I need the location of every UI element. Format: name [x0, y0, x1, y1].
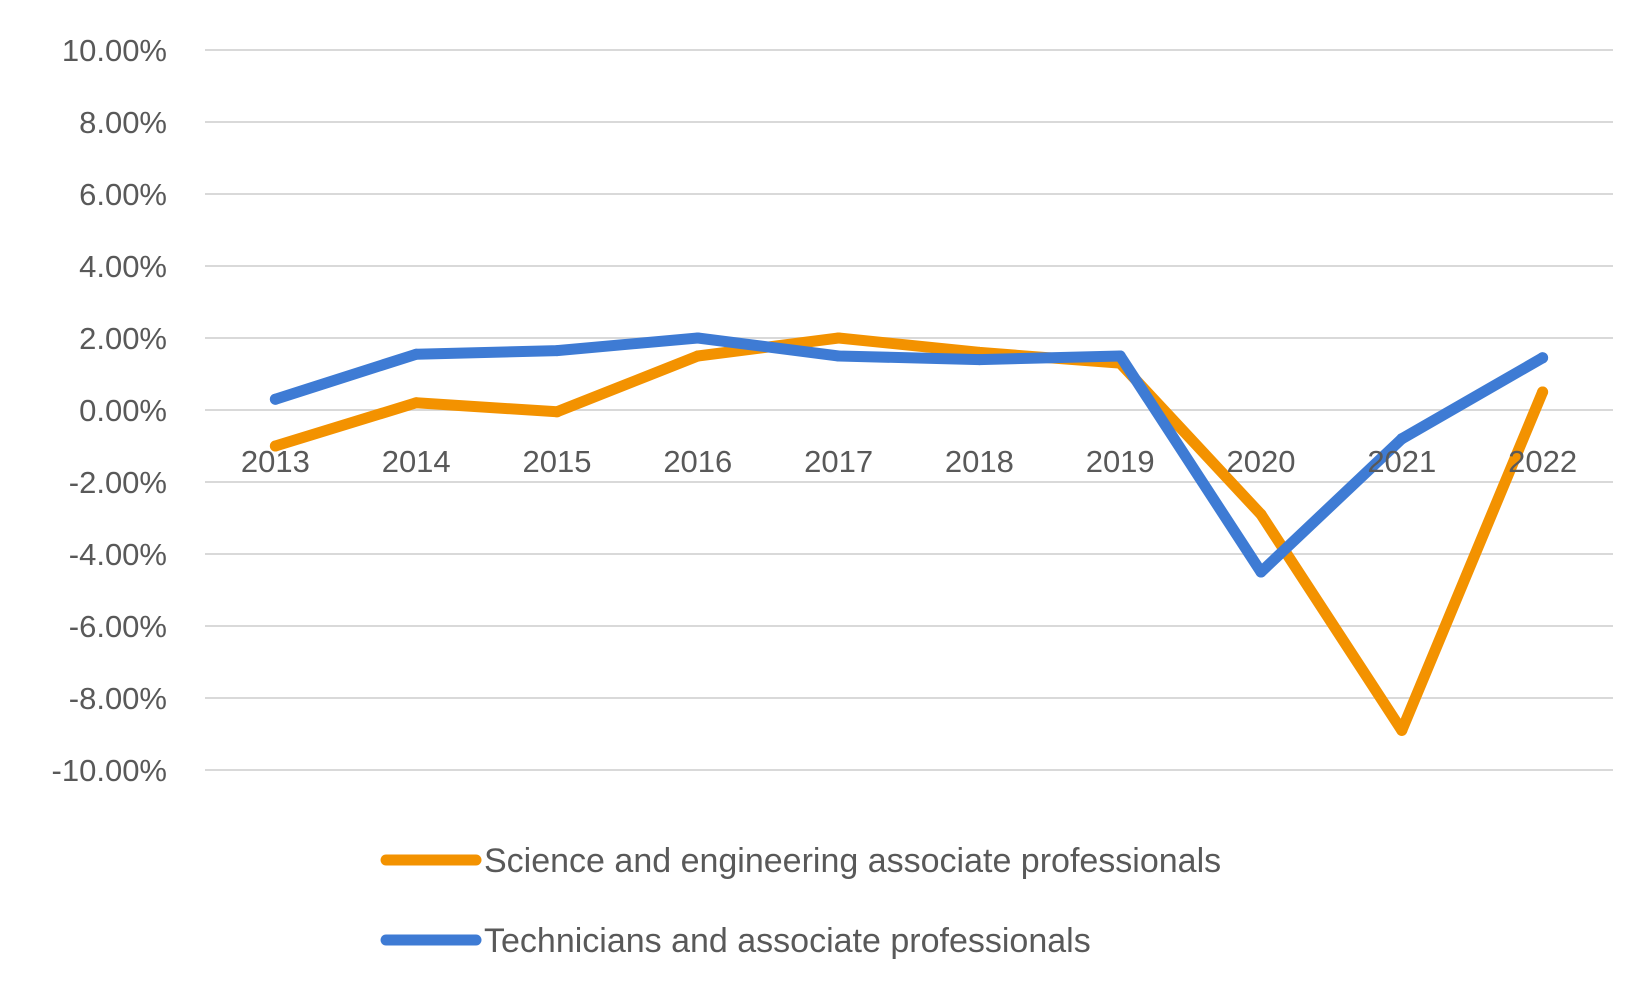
x-tick-label: 2015 — [523, 444, 592, 479]
x-tick-label: 2014 — [382, 444, 451, 479]
x-tick-label: 2017 — [804, 444, 873, 479]
y-tick-label: -10.00% — [52, 753, 167, 788]
y-tick-label: -2.00% — [69, 465, 167, 500]
data-point — [1114, 350, 1126, 362]
x-tick-label: 2020 — [1227, 444, 1296, 479]
data-point — [1255, 566, 1267, 578]
gridlines — [205, 49, 1613, 771]
data-point — [269, 440, 281, 452]
x-tick-label: 2013 — [241, 444, 310, 479]
y-tick-label: -6.00% — [69, 609, 167, 644]
y-tick-label: -4.00% — [69, 537, 167, 572]
legend-label: Science and engineering associate profes… — [484, 842, 1221, 880]
data-point — [269, 393, 281, 405]
data-point — [1537, 352, 1549, 364]
legend-label: Technicians and associate professionals — [484, 922, 1091, 960]
x-axis-tick-labels: 2013 2014 2015 2016 2017 2018 2019 2020 2021 2022 — [241, 444, 1577, 479]
data-point — [551, 406, 563, 418]
y-tick-label: 6.00% — [79, 177, 167, 212]
data-point — [551, 345, 563, 357]
x-tick-label: 2022 — [1508, 444, 1577, 479]
data-point — [1396, 433, 1408, 445]
data-point — [833, 350, 845, 362]
series-line-2 — [269, 332, 1549, 578]
y-tick-label: 0.00% — [79, 393, 167, 428]
data-point — [692, 332, 704, 344]
series-line-1 — [269, 332, 1549, 736]
data-point — [410, 348, 422, 360]
y-tick-label: 8.00% — [79, 105, 167, 140]
data-point — [973, 354, 985, 366]
data-point — [1537, 386, 1549, 398]
y-tick-label: 4.00% — [79, 249, 167, 284]
y-tick-label: 10.00% — [62, 33, 167, 68]
x-tick-label: 2019 — [1086, 444, 1155, 479]
y-axis-tick-labels: 10.00% 8.00% 6.00% 4.00% 2.00% 0.00% -2.00% -4.… — [52, 33, 167, 788]
x-tick-label: 2021 — [1367, 444, 1436, 479]
data-point — [410, 397, 422, 409]
x-tick-label: 2018 — [945, 444, 1014, 479]
data-point — [1396, 724, 1408, 736]
data-point — [692, 350, 704, 362]
legend: Science and engineering associate profes… — [380, 842, 1221, 960]
y-tick-label: -8.00% — [69, 681, 167, 716]
x-tick-label: 2016 — [663, 444, 732, 479]
series-lines — [269, 332, 1549, 736]
data-point — [833, 332, 845, 344]
y-tick-label: 2.00% — [79, 321, 167, 356]
data-point — [1255, 508, 1267, 520]
